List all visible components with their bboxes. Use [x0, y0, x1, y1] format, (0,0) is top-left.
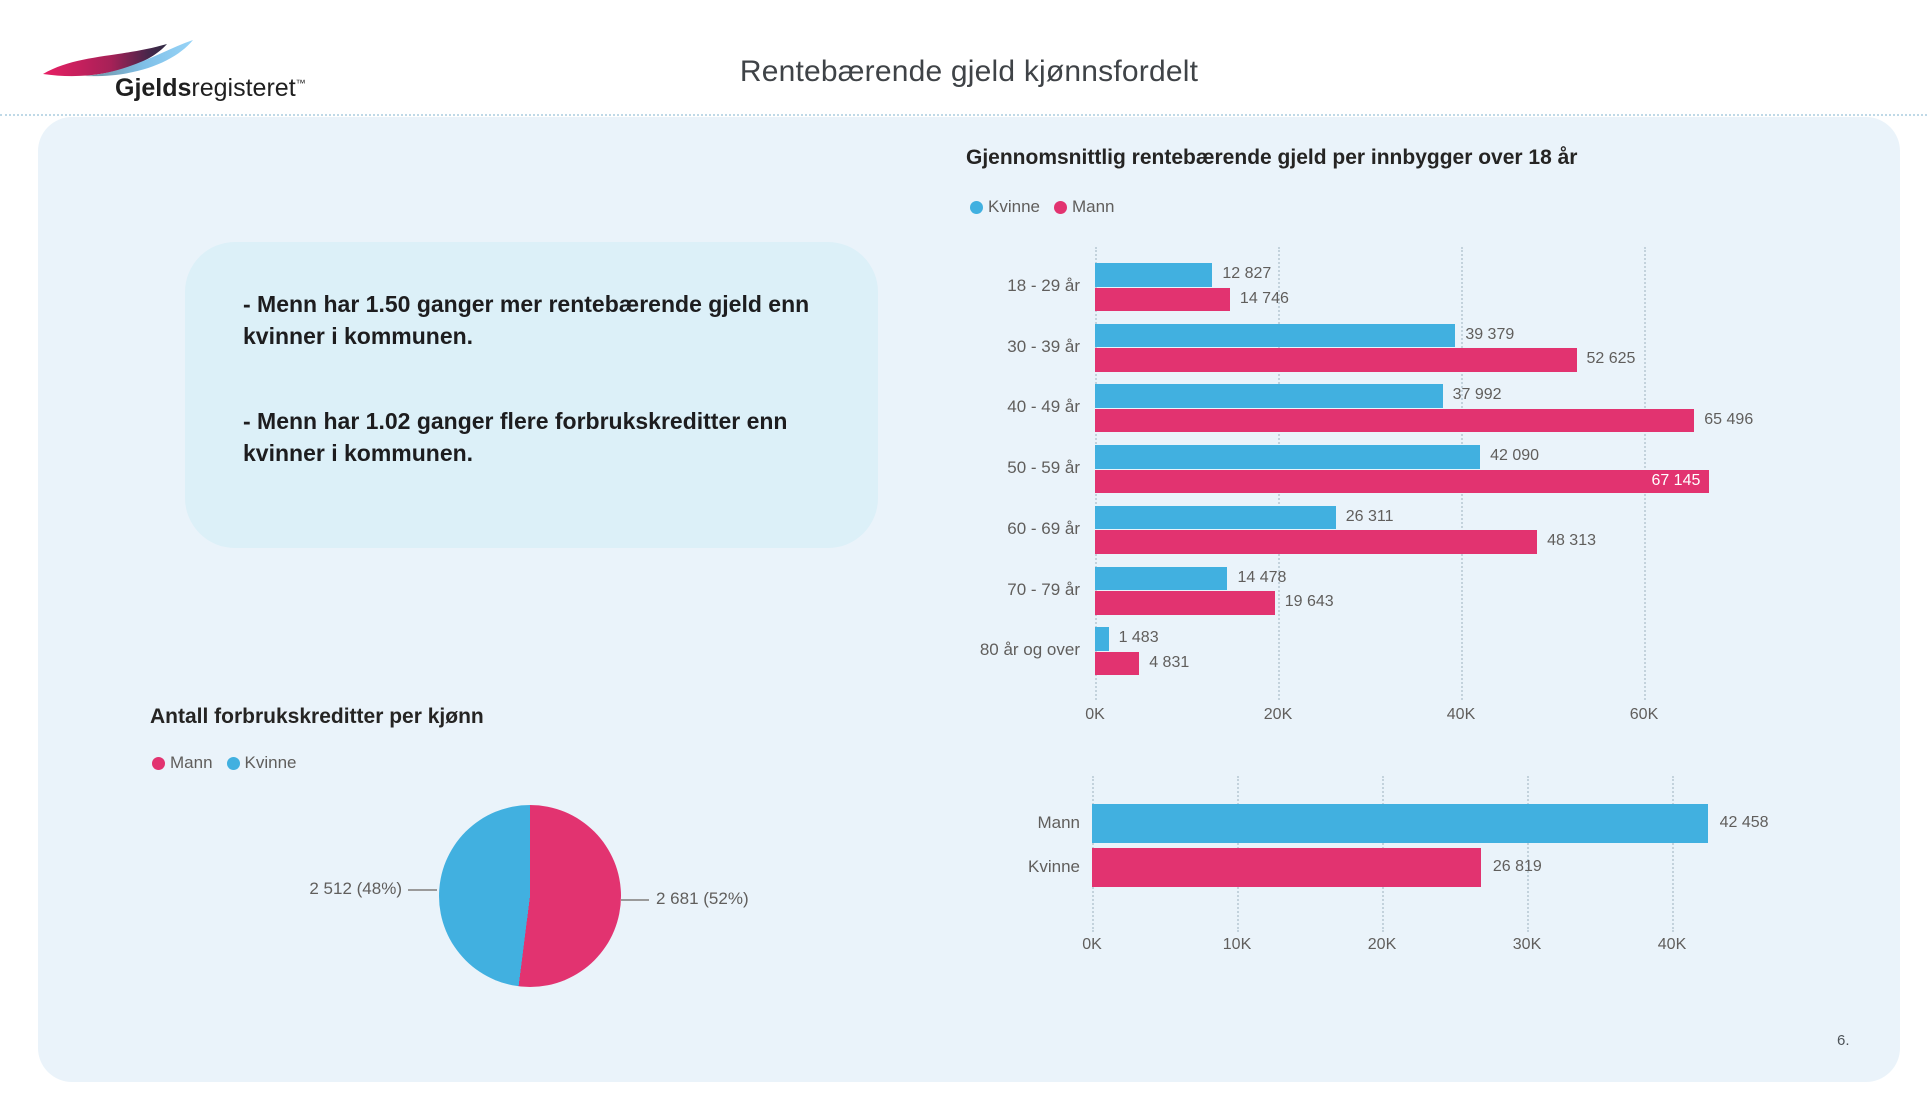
value-label: 42 090 — [1490, 447, 1540, 465]
page-title: Rentebærende gjeld kjønnsfordelt — [739, 55, 1199, 88]
value-label: 48 313 — [1547, 532, 1596, 550]
value-label: 26 311 — [1345, 507, 1394, 525]
bar-mann — [1095, 591, 1275, 615]
legend-item-mann: Mann — [1053, 197, 1115, 217]
bar-mann — [1095, 287, 1230, 311]
category-label: 70 - 79 år — [1007, 579, 1080, 599]
category-label: 40 - 49 år — [1007, 397, 1080, 417]
pie-chart-title: Antall forbrukskreditter per kjønn — [150, 705, 484, 728]
gridline — [1527, 776, 1529, 932]
x-axis-tick-label: 20K — [1263, 706, 1293, 723]
pie-callout-line — [408, 889, 437, 891]
category-label: 60 - 69 år — [1007, 518, 1080, 538]
value-label: 37 992 — [1452, 386, 1502, 404]
gjeldsregisteret-logo-swoosh-icon — [43, 40, 193, 77]
summary-info-box: - Menn har 1.50 ganger mer rentebærende … — [185, 242, 878, 548]
gridline — [1672, 776, 1674, 932]
kvinne-legend-dot-icon — [970, 200, 983, 214]
bar-kvinne — [1095, 627, 1109, 651]
legend-label-mann: Mann — [170, 753, 213, 772]
x-axis-tick-label: 30K — [1512, 936, 1542, 953]
bar-mann — [1092, 804, 1708, 843]
bar-kvinne — [1095, 263, 1213, 287]
gjeldsregisteret-logo-text: Gjeldsregisteret™ — [115, 74, 306, 103]
mann-legend-dot-icon — [152, 756, 165, 770]
pie-slice-label: 2 681 (52%) — [656, 889, 749, 908]
bar-kvinne — [1095, 445, 1481, 469]
value-label: 39 379 — [1465, 325, 1515, 343]
legend-item-kvinne-pie: Kvinne — [226, 753, 297, 773]
category-label: 18 - 29 år — [1007, 276, 1080, 295]
bar-mann — [1095, 530, 1538, 554]
category-label: 30 - 39 år — [1007, 336, 1080, 356]
value-label: 52 625 — [1586, 350, 1636, 368]
logo-brand-bold: Gjelds — [115, 74, 192, 102]
gender-pie-chart — [439, 805, 621, 987]
value-label: 67 145 — [1651, 471, 1701, 489]
value-label: 26 819 — [1492, 858, 1542, 875]
legend-label-kvinne: Kvinne — [988, 197, 1040, 216]
value-label: 14 478 — [1237, 568, 1287, 586]
bar-mann — [1095, 651, 1140, 676]
bar-mann — [1095, 408, 1695, 433]
bar-kvinne — [1095, 384, 1443, 408]
value-label: 65 496 — [1704, 410, 1754, 428]
mann-legend-dot-icon — [1053, 200, 1067, 214]
bar-mann — [1095, 348, 1577, 372]
bar-kvinne — [1092, 848, 1481, 887]
legend-label-mann: Mann — [1071, 197, 1115, 216]
x-axis-tick-label: 0K — [1082, 936, 1102, 953]
bar-kvinne — [1095, 505, 1336, 530]
pie-chart-legend: Mann Kvinne — [152, 753, 297, 773]
kvinne-legend-dot-icon — [226, 756, 240, 770]
pie-slice-label: 2 512 (48%) — [309, 879, 402, 898]
bar-mann — [1095, 469, 1710, 494]
value-label: 19 643 — [1284, 593, 1334, 610]
bar-kvinne — [1095, 323, 1456, 348]
summary-line-2: - Menn har 1.02 ganger flere forbrukskre… — [243, 408, 788, 467]
x-axis-tick-label: 60K — [1629, 706, 1659, 723]
age-chart-legend: Kvinne Mann — [970, 197, 1115, 217]
header-dotted-separator — [0, 114, 1927, 116]
x-axis-tick-label: 0K — [1085, 706, 1105, 723]
value-label: 14 746 — [1239, 289, 1289, 307]
category-label: Mann — [1037, 813, 1080, 832]
pie-callout-line — [621, 899, 649, 901]
category-label: 50 - 59 år — [1007, 458, 1080, 478]
category-label: 80 år og over — [979, 640, 1080, 660]
bar-kvinne — [1095, 566, 1228, 590]
logo-brand-regular: registeret — [191, 74, 296, 102]
trademark-symbol: ™ — [295, 78, 306, 90]
x-axis-tick-label: 40K — [1446, 706, 1476, 723]
legend-label-kvinne: Kvinne — [244, 753, 297, 772]
page-number: 6. — [1837, 1032, 1850, 1049]
x-axis-tick-label: 10K — [1222, 936, 1252, 953]
summary-line-1: - Menn har 1.50 ganger mer rentebærende … — [243, 291, 810, 350]
age-chart-title: Gjennomsnittlig rentebærende gjeld per i… — [966, 146, 1578, 169]
value-label: 42 458 — [1719, 814, 1769, 831]
x-axis-tick-label: 40K — [1657, 936, 1687, 953]
value-label: 1 483 — [1118, 629, 1159, 647]
legend-item-kvinne: Kvinne — [970, 197, 1040, 217]
value-label: 4 831 — [1149, 653, 1190, 671]
category-label: Kvinne — [1028, 857, 1080, 876]
value-label: 12 827 — [1222, 265, 1272, 282]
x-axis-tick-label: 20K — [1367, 936, 1397, 953]
legend-item-mann-pie: Mann — [152, 753, 213, 773]
